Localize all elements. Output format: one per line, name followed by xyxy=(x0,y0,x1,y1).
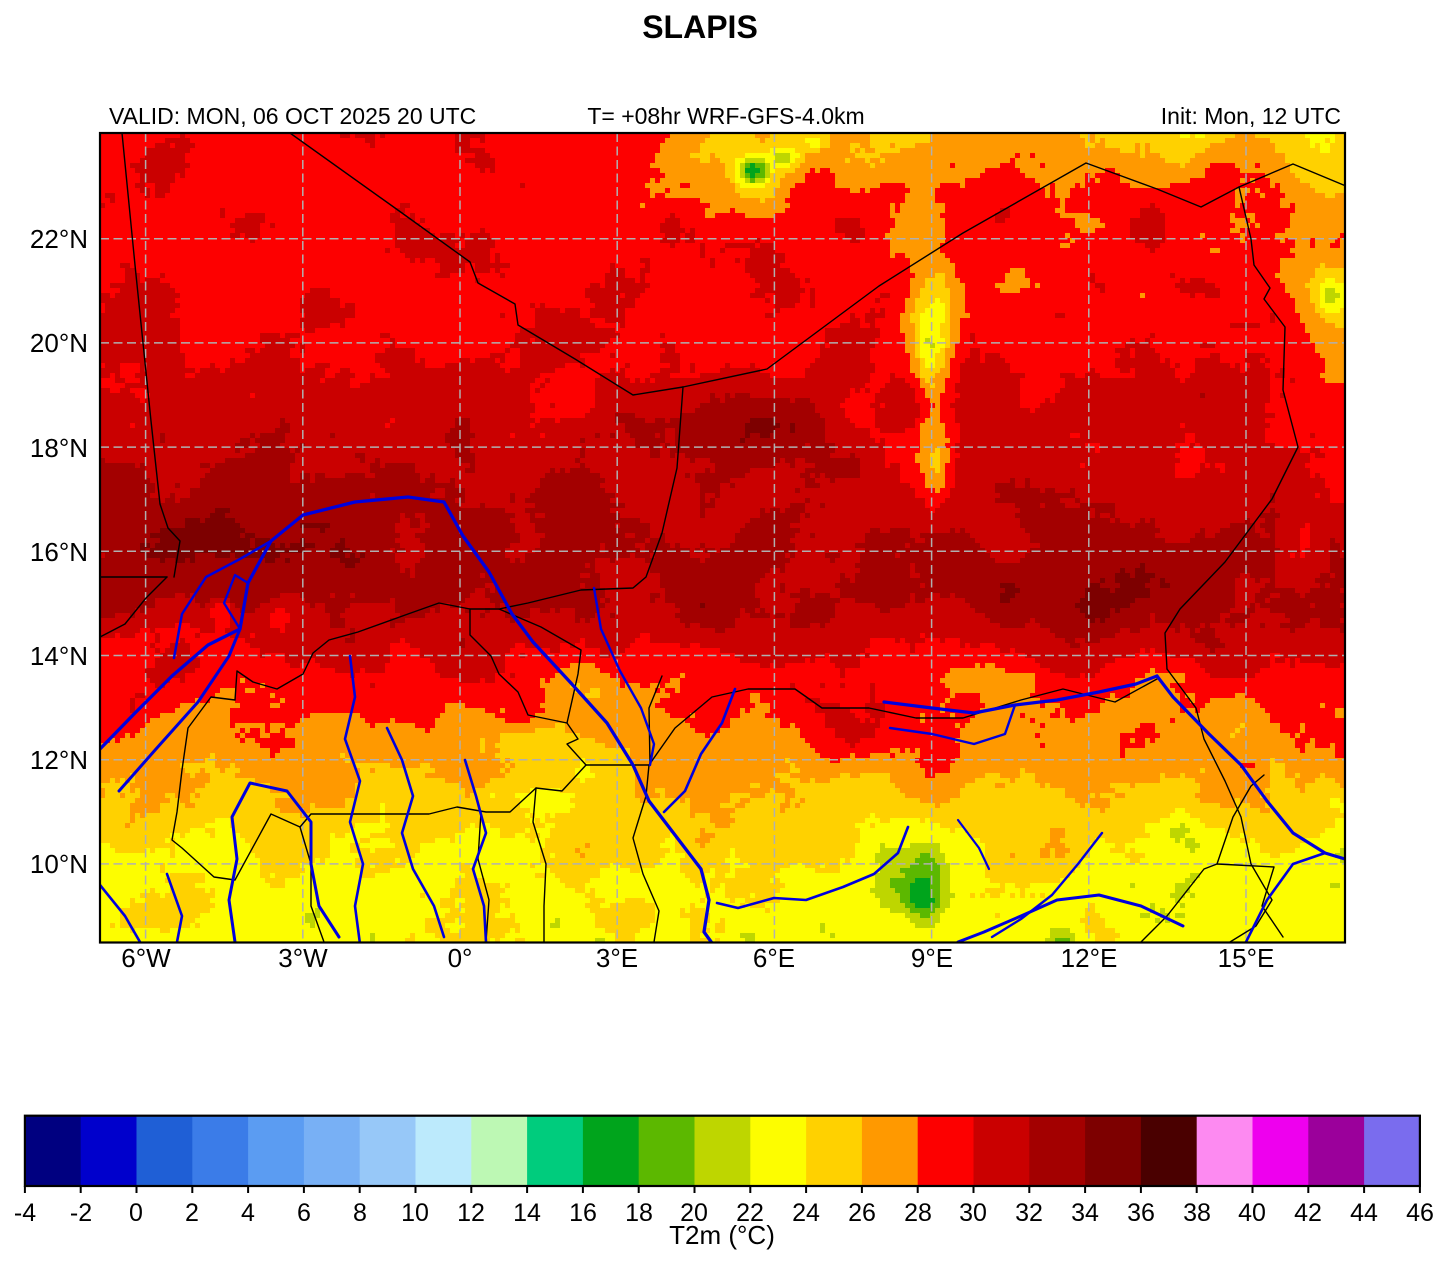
svg-text:12°E: 12°E xyxy=(1061,943,1118,973)
svg-text:-2: -2 xyxy=(70,1199,92,1227)
svg-text:3°E: 3°E xyxy=(596,943,638,973)
svg-text:34: 34 xyxy=(1071,1199,1099,1227)
svg-text:Init: Mon, 12 UTC: Init: Mon, 12 UTC xyxy=(1161,103,1341,129)
svg-text:SLAPIS: SLAPIS xyxy=(642,9,758,45)
svg-text:28: 28 xyxy=(904,1199,932,1227)
svg-text:-4: -4 xyxy=(14,1199,36,1227)
svg-text:26: 26 xyxy=(848,1199,876,1227)
svg-text:38: 38 xyxy=(1183,1199,1211,1227)
svg-text:16°N: 16°N xyxy=(30,537,88,567)
svg-text:6: 6 xyxy=(297,1199,311,1227)
svg-text:10: 10 xyxy=(401,1199,429,1227)
svg-text:36: 36 xyxy=(1127,1199,1155,1227)
svg-text:14: 14 xyxy=(513,1199,541,1227)
svg-text:14°N: 14°N xyxy=(30,641,88,671)
svg-text:30: 30 xyxy=(959,1199,987,1227)
svg-text:9°E: 9°E xyxy=(911,943,953,973)
svg-text:0°: 0° xyxy=(448,943,473,973)
svg-text:15°E: 15°E xyxy=(1218,943,1275,973)
svg-text:46: 46 xyxy=(1406,1199,1434,1227)
svg-text:12°N: 12°N xyxy=(30,745,88,775)
svg-text:24: 24 xyxy=(792,1199,820,1227)
svg-text:6°E: 6°E xyxy=(753,943,795,973)
svg-text:40: 40 xyxy=(1238,1199,1266,1227)
svg-text:20°N: 20°N xyxy=(30,328,88,358)
svg-text:2: 2 xyxy=(185,1199,199,1227)
svg-text:8: 8 xyxy=(353,1199,367,1227)
svg-text:4: 4 xyxy=(241,1199,255,1227)
svg-text:22: 22 xyxy=(736,1199,764,1227)
svg-text:32: 32 xyxy=(1015,1199,1043,1227)
svg-text:16: 16 xyxy=(569,1199,597,1227)
svg-text:0: 0 xyxy=(129,1199,143,1227)
svg-text:22°N: 22°N xyxy=(30,224,88,254)
svg-text:10°N: 10°N xyxy=(30,849,88,879)
svg-text:18°N: 18°N xyxy=(30,433,88,463)
svg-text:18: 18 xyxy=(625,1199,653,1227)
svg-text:T2m (°C): T2m (°C) xyxy=(669,1220,775,1250)
svg-text:42: 42 xyxy=(1294,1199,1322,1227)
svg-text:VALID: MON, 06 OCT 2025 20 UTC: VALID: MON, 06 OCT 2025 20 UTC xyxy=(109,103,476,129)
svg-text:44: 44 xyxy=(1350,1199,1378,1227)
svg-text:20: 20 xyxy=(680,1199,708,1227)
svg-text:T= +08hr WRF-GFS-4.0km: T= +08hr WRF-GFS-4.0km xyxy=(587,103,864,129)
svg-text:3°W: 3°W xyxy=(278,943,328,973)
svg-text:12: 12 xyxy=(457,1199,485,1227)
svg-text:6°W: 6°W xyxy=(121,943,171,973)
